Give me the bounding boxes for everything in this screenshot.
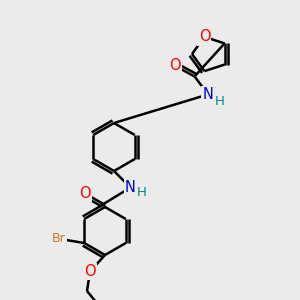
Text: H: H — [214, 94, 224, 107]
Text: O: O — [199, 29, 210, 44]
Text: Br: Br — [52, 232, 66, 245]
Text: O: O — [79, 186, 91, 201]
Text: O: O — [169, 58, 181, 74]
Text: N: N — [125, 180, 136, 195]
Text: H: H — [137, 186, 147, 200]
Text: O: O — [84, 264, 96, 279]
Text: N: N — [202, 87, 214, 102]
